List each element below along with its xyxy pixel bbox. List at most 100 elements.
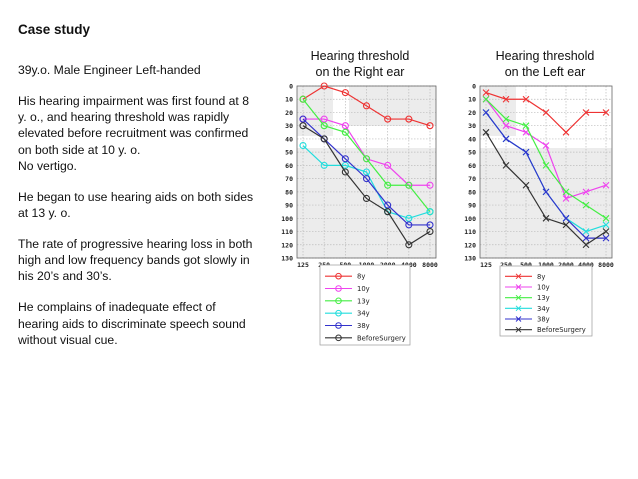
- y-tick-label: 30: [468, 122, 476, 130]
- y-tick-label: 50: [285, 149, 293, 157]
- data-point: [299, 95, 307, 103]
- data-point: [522, 148, 530, 156]
- y-tick-label: 60: [468, 162, 476, 170]
- data-point: [482, 109, 490, 116]
- data-point: [341, 161, 349, 169]
- series-13y: [482, 95, 610, 222]
- series-13y: [299, 95, 434, 216]
- y-tick-label: 0: [472, 83, 476, 91]
- plot-frame: [296, 85, 437, 259]
- series-8y: [482, 89, 610, 136]
- series-8y: [299, 82, 434, 130]
- shaded-region: [349, 86, 436, 126]
- data-point: [582, 188, 590, 196]
- legend-marker: [515, 316, 522, 322]
- case-paragraph: His hearing impairment was first found a…: [18, 93, 249, 173]
- data-point: [362, 155, 371, 163]
- y-tick-label: 130: [281, 255, 293, 263]
- data-point: [405, 221, 413, 229]
- y-tick-label: 20: [468, 109, 476, 117]
- data-point: [426, 208, 434, 216]
- data-point: [405, 115, 413, 123]
- series-BeforeSurgery: [299, 122, 434, 249]
- case-text: 39y.o. Male Engineer Left-handed His hea…: [18, 62, 270, 363]
- case-paragraph: 39y.o. Male Engineer Left-handed: [18, 63, 201, 77]
- y-tick-label: 120: [464, 241, 476, 249]
- data-point: [384, 115, 392, 123]
- plot-frame: [479, 85, 613, 259]
- y-tick-label: 60: [285, 162, 293, 170]
- legend-label: 13y: [537, 294, 550, 302]
- y-tick-label: 10: [285, 96, 293, 104]
- data-point: [522, 95, 530, 103]
- data-point: [299, 115, 307, 123]
- y-tick-label: 20: [285, 109, 293, 117]
- legend-label: BeforeSurgery: [357, 334, 406, 342]
- data-point: [582, 234, 590, 242]
- data-point: [405, 181, 413, 189]
- y-tick-label: 80: [468, 188, 476, 196]
- y-tick-label: 10: [468, 96, 476, 104]
- data-point: [562, 188, 570, 196]
- data-point: [426, 122, 434, 130]
- y-tick-label: 30: [285, 122, 293, 130]
- legend-label: 38y: [537, 316, 550, 324]
- x-tick-label: 125: [297, 261, 309, 269]
- left-ear-chart-title: Hearing threshold on the Left ear: [495, 49, 595, 79]
- data-point: [320, 82, 328, 90]
- y-tick-label: 110: [281, 228, 293, 236]
- data-point: [320, 115, 328, 123]
- right-ear-chart-title: Hearing threshold on the Right ear: [310, 49, 410, 79]
- x-tick-label: 500: [520, 261, 532, 269]
- series-line: [302, 85, 431, 127]
- legend-label: 34y: [537, 305, 550, 313]
- data-point: [384, 208, 392, 216]
- legend-marker: [335, 309, 342, 317]
- x-tick-label: 1000: [538, 261, 554, 269]
- data-point: [502, 161, 510, 169]
- data-point: [299, 122, 307, 130]
- right-ear-chart: 0102030405060708090100110120130125250500…: [281, 82, 438, 346]
- data-point: [602, 234, 610, 242]
- data-point: [562, 128, 570, 136]
- legend-marker: [515, 284, 522, 290]
- y-tick-label: 40: [468, 135, 476, 143]
- data-point: [426, 221, 434, 229]
- x-tick-label: 4000: [578, 261, 594, 269]
- legend-marker: [335, 334, 342, 342]
- data-point: [341, 128, 349, 136]
- data-point: [482, 128, 490, 136]
- legend-label: 8y: [537, 273, 545, 281]
- data-point: [582, 228, 590, 235]
- data-point: [502, 135, 510, 143]
- legend-label: 34y: [357, 310, 370, 318]
- data-point: [362, 168, 371, 176]
- data-point: [426, 227, 434, 236]
- case-paragraph: The rate of progressive hearing loss in …: [18, 236, 253, 284]
- x-tick-label: 125: [480, 261, 492, 269]
- x-tick-label: 2000: [558, 261, 574, 269]
- series-10y: [482, 95, 610, 202]
- y-tick-label: 120: [281, 241, 293, 249]
- data-point: [502, 115, 510, 123]
- data-point: [542, 188, 550, 196]
- legend-marker: [335, 272, 342, 280]
- legend-marker: [335, 297, 342, 305]
- y-tick-label: 40: [285, 135, 293, 143]
- data-point: [320, 122, 328, 130]
- case-paragraph: He began to use hearing aids on both sid…: [18, 189, 254, 221]
- y-tick-label: 110: [464, 228, 476, 236]
- data-point: [482, 95, 490, 103]
- y-tick-label: 90: [468, 202, 476, 210]
- legend-box: [319, 264, 411, 346]
- data-point: [362, 194, 371, 203]
- y-tick-label: 100: [464, 215, 476, 223]
- legend-label: 8y: [357, 273, 365, 281]
- x-tick-label: 8000: [422, 261, 438, 269]
- case-title: Case study: [18, 22, 91, 37]
- data-point: [341, 122, 349, 130]
- data-point: [522, 122, 530, 130]
- data-point: [362, 175, 371, 183]
- legend-box: [499, 265, 593, 337]
